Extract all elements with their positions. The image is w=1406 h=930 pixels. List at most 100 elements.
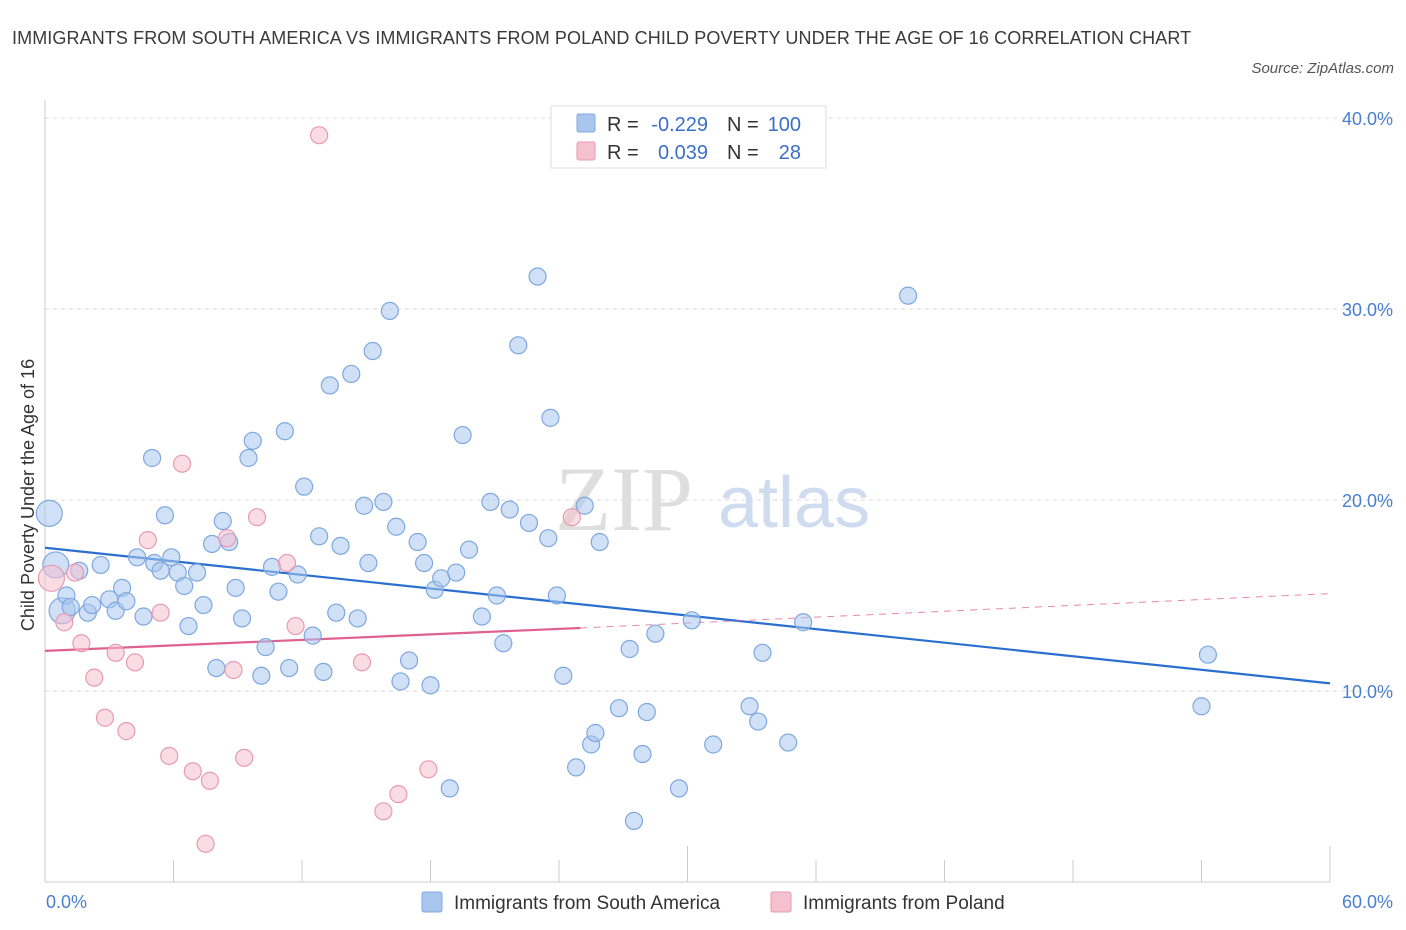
point-poland — [224, 660, 243, 680]
point-south-america — [134, 607, 153, 626]
legend-n-value-poland: 28 — [779, 142, 801, 164]
y-tick-label-20: 20.0% — [1342, 491, 1393, 511]
y-axis-label: Child Poverty Under the Age of 16 — [18, 359, 38, 631]
point-south-america — [280, 658, 299, 678]
chart-source: Source: ZipAtlas.com — [1251, 60, 1394, 77]
trendline-extension-series-1 — [580, 593, 1331, 629]
point-south-america — [35, 499, 63, 527]
point-south-america — [494, 634, 513, 653]
point-south-america — [213, 511, 232, 531]
series-swatch-south-america — [421, 891, 443, 913]
legend-swatch-poland — [576, 141, 596, 161]
point-south-america — [331, 536, 350, 555]
point-south-america — [590, 532, 609, 552]
point-south-america — [547, 586, 566, 605]
point-south-america — [528, 267, 547, 286]
point-south-america — [387, 517, 406, 536]
point-south-america — [269, 582, 288, 601]
point-south-america — [310, 527, 329, 546]
point-poland — [65, 563, 85, 582]
point-south-america — [753, 643, 772, 662]
legend-n-label: N = — [727, 142, 759, 164]
point-south-america — [155, 506, 175, 525]
point-south-america — [500, 500, 519, 519]
point-south-america — [142, 448, 162, 468]
point-south-america — [288, 565, 307, 584]
point-south-america — [779, 733, 798, 752]
point-south-america — [348, 609, 367, 628]
point-south-america — [391, 672, 410, 691]
point-south-america — [179, 616, 198, 636]
point-poland — [85, 668, 104, 687]
point-south-america — [252, 666, 271, 685]
point-poland — [117, 722, 136, 741]
legend-n-label: N = — [727, 114, 759, 136]
chart-title: IMMIGRANTS FROM SOUTH AMERICA VS IMMIGRA… — [12, 28, 1192, 48]
point-south-america — [355, 496, 374, 515]
point-south-america — [586, 723, 605, 743]
point-poland — [277, 553, 297, 573]
point-poland — [125, 653, 145, 672]
point-south-america — [1192, 697, 1211, 716]
axes — [44, 100, 1331, 883]
point-south-america — [117, 592, 136, 611]
legend-n-value-south-america: 100 — [768, 114, 801, 136]
legend-r-label: R = — [607, 142, 639, 164]
point-south-america — [519, 513, 539, 533]
point-south-america — [175, 576, 194, 596]
point-south-america — [554, 666, 573, 685]
watermark-zip: ZIP — [555, 448, 693, 550]
point-south-america — [624, 811, 644, 830]
point-south-america — [440, 779, 459, 798]
x-tick-label-max: 60.0% — [1342, 892, 1393, 912]
point-south-america — [414, 553, 434, 573]
watermark: ZIP atlas — [555, 448, 870, 550]
legend-r-value-poland: 0.039 — [658, 142, 708, 164]
series-name-poland: Immigrants from Poland — [803, 893, 1005, 914]
legend-box — [550, 105, 827, 169]
point-poland — [419, 760, 438, 779]
legend-r-label: R = — [607, 114, 639, 136]
point-south-america — [567, 758, 586, 777]
series-swatch-poland — [770, 891, 792, 913]
series-name-south-america: Immigrants from South America — [454, 893, 721, 914]
y-tick-label-40: 40.0% — [1342, 109, 1393, 129]
point-poland — [151, 603, 170, 622]
legend-swatch-south-america — [576, 113, 596, 133]
point-south-america — [275, 422, 294, 441]
point-poland — [196, 834, 215, 853]
point-south-america — [314, 662, 333, 682]
point-south-america — [740, 697, 759, 716]
point-south-america — [704, 735, 723, 754]
point-south-america — [682, 611, 701, 630]
point-south-america — [539, 529, 558, 548]
point-south-america — [359, 553, 378, 573]
point-south-america — [487, 586, 506, 605]
point-poland — [352, 653, 372, 672]
point-south-america — [609, 699, 629, 718]
point-south-america — [421, 676, 440, 695]
point-south-america — [262, 557, 282, 576]
point-poland — [183, 762, 202, 781]
point-south-america — [91, 555, 110, 575]
point-poland — [37, 564, 66, 592]
point-poland — [286, 616, 305, 636]
point-south-america — [380, 301, 399, 321]
point-south-america — [481, 492, 500, 512]
point-south-america — [187, 563, 207, 582]
point-poland — [389, 785, 408, 804]
series-legend: Immigrants from South America Immigrants… — [421, 891, 1005, 914]
point-south-america — [162, 548, 181, 567]
point-south-america — [669, 779, 689, 798]
point-south-america — [749, 712, 768, 731]
x-tick-label-min: 0.0% — [46, 892, 87, 912]
point-south-america — [226, 578, 245, 597]
point-poland — [374, 802, 393, 821]
y-tick-label-30: 30.0% — [1342, 300, 1393, 320]
point-south-america — [794, 613, 813, 632]
point-south-america — [207, 658, 226, 678]
point-south-america — [408, 532, 427, 552]
point-poland — [172, 454, 192, 473]
point-south-america — [327, 603, 346, 622]
